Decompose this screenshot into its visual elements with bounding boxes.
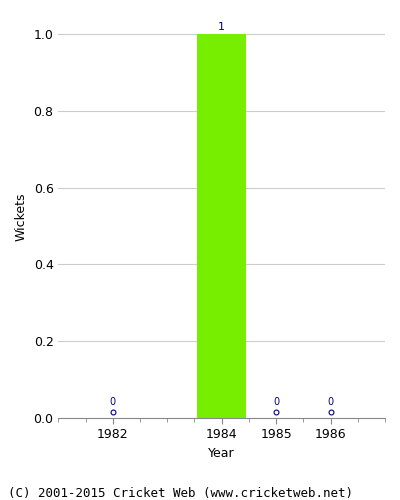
Y-axis label: Wickets: Wickets <box>15 192 28 241</box>
Text: 0: 0 <box>273 398 279 407</box>
Bar <box>197 34 246 418</box>
Text: (C) 2001-2015 Cricket Web (www.cricketweb.net): (C) 2001-2015 Cricket Web (www.cricketwe… <box>8 488 353 500</box>
X-axis label: Year: Year <box>208 447 235 460</box>
Text: 0: 0 <box>110 398 116 407</box>
Text: 1: 1 <box>218 22 225 32</box>
Text: 0: 0 <box>328 398 334 407</box>
